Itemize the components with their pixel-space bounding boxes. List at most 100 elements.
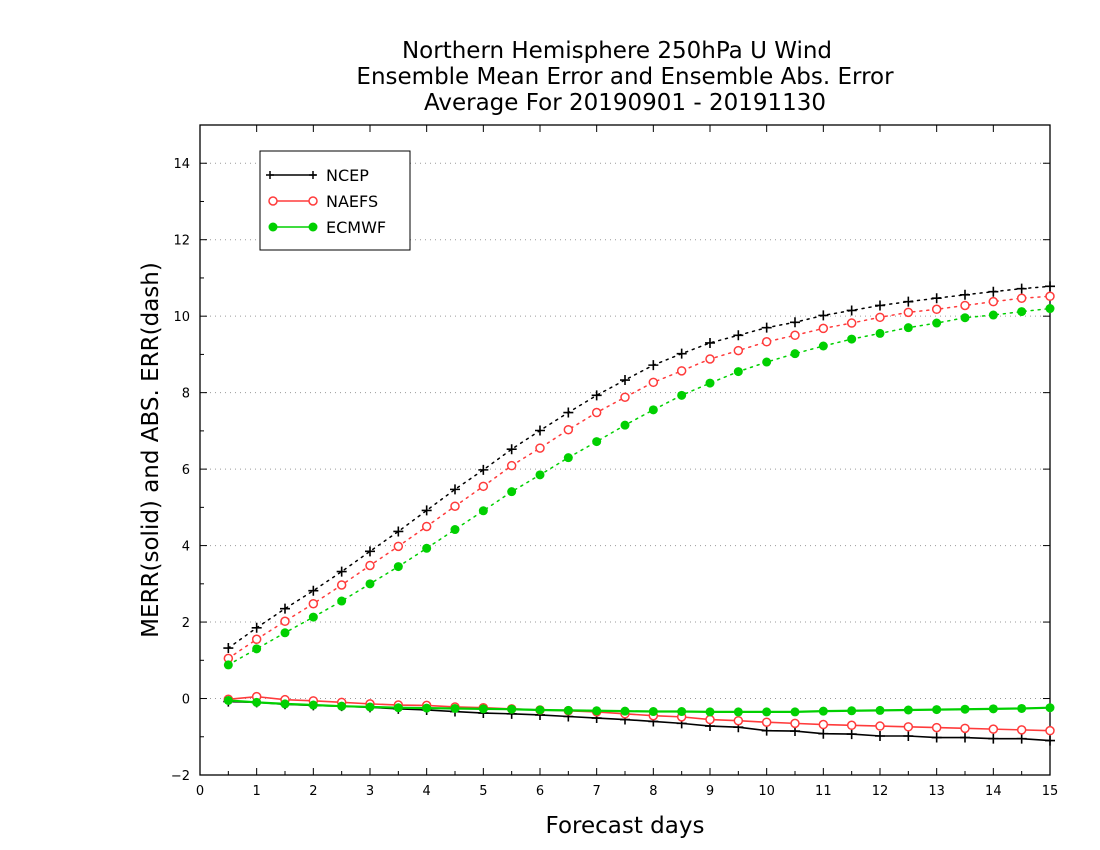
- data-point: [733, 707, 743, 717]
- x-tick-label: 3: [366, 784, 374, 799]
- y-tick-label: 2: [182, 616, 190, 631]
- data-point: [393, 703, 403, 713]
- open-circle-marker-icon: [268, 196, 278, 206]
- series-ecmwf: [223, 304, 1055, 717]
- data-point: [903, 705, 913, 715]
- data-point: [648, 405, 658, 415]
- data-point: [478, 464, 489, 475]
- data-point: [280, 628, 290, 638]
- data-point: [960, 313, 970, 323]
- data-point: [308, 598, 319, 609]
- y-axis-label: MERR(solid) and ABS. ERR(dash): [138, 262, 164, 638]
- x-tick-label: 12: [872, 784, 889, 799]
- data-point: [563, 453, 573, 463]
- data-point: [1045, 281, 1055, 292]
- data-point: [591, 390, 602, 401]
- grid-layer: [200, 162, 1050, 776]
- data-point: [1045, 703, 1055, 713]
- data-point: [761, 725, 772, 736]
- data-point: [1045, 735, 1055, 746]
- data-point: [1045, 304, 1055, 314]
- data-point: [988, 704, 998, 714]
- data-point: [733, 715, 744, 726]
- data-point: [1016, 725, 1027, 735]
- x-tick-label: 5: [479, 784, 487, 799]
- data-point: [790, 718, 800, 729]
- data-point: [535, 425, 545, 436]
- data-point: [1017, 703, 1027, 713]
- x-tick-label: 4: [423, 784, 431, 799]
- data-point: [251, 622, 262, 633]
- y-tick-label: 10: [173, 310, 190, 325]
- y-tick-label: 12: [173, 234, 190, 249]
- data-point: [676, 366, 687, 376]
- data-point: [1045, 725, 1055, 736]
- data-point: [223, 695, 233, 705]
- mean-error-line: [228, 699, 1051, 714]
- data-point: [875, 705, 885, 715]
- data-point: [365, 579, 375, 589]
- data-point: [988, 733, 999, 744]
- data-point: [932, 705, 942, 715]
- legend: NCEP NAEFS ECMWF: [259, 150, 411, 251]
- legend-item-naefs: NAEFS: [268, 192, 378, 211]
- data-point: [846, 720, 857, 731]
- y-tick-label: 14: [173, 157, 190, 172]
- data-point: [478, 506, 488, 516]
- data-point: [252, 697, 262, 707]
- data-point: [308, 700, 318, 710]
- y-tick-label: 0: [182, 693, 190, 708]
- data-point: [450, 501, 460, 511]
- data-point: [677, 390, 687, 400]
- x-tick-label: 15: [1042, 784, 1059, 799]
- abs-error-line: [227, 307, 1051, 666]
- data-point: [733, 345, 744, 356]
- data-point: [790, 330, 800, 341]
- data-point: [932, 318, 942, 328]
- data-point: [535, 705, 545, 715]
- data-point: [252, 644, 262, 654]
- data-point: [450, 703, 460, 713]
- x-tick-label: 11: [815, 784, 832, 799]
- legend-label-ecmwf: ECMWF: [326, 218, 386, 237]
- x-tick-label: 8: [649, 784, 657, 799]
- data-point: [761, 717, 772, 727]
- data-point: [620, 706, 630, 716]
- data-point: [421, 521, 432, 532]
- data-point: [931, 293, 942, 304]
- data-point: [676, 348, 687, 359]
- data-point: [592, 706, 602, 716]
- data-point: [648, 377, 659, 388]
- data-point: [422, 543, 432, 553]
- filled-circle-marker-icon: [268, 222, 278, 232]
- filled-circle-marker-icon: [308, 222, 318, 232]
- data-point: [818, 323, 829, 334]
- data-point: [591, 407, 602, 418]
- abs-error-line: [227, 285, 1051, 649]
- data-point: [988, 310, 998, 320]
- data-point: [847, 334, 857, 344]
- data-point: [648, 707, 658, 717]
- data-point: [1016, 293, 1027, 303]
- data-point: [507, 704, 517, 714]
- data-point: [960, 704, 970, 714]
- abs-error-line: [227, 295, 1051, 660]
- data-point: [365, 546, 375, 557]
- data-point: [280, 603, 290, 614]
- data-point: [762, 357, 772, 367]
- chart-subtitle-1: Ensemble Mean Error and Ensemble Abs. Er…: [356, 64, 894, 90]
- series-naefs: [223, 291, 1055, 736]
- data-point: [1017, 307, 1027, 317]
- data-point: [620, 420, 630, 430]
- x-tick-label: 14: [985, 784, 1002, 799]
- data-point: [365, 560, 375, 571]
- series-ncep: [223, 281, 1055, 746]
- data-point: [478, 481, 489, 492]
- data-point: [875, 731, 885, 741]
- data-point: [762, 707, 772, 717]
- data-point: [337, 596, 347, 606]
- data-point: [1016, 283, 1027, 294]
- x-tick-label: 13: [928, 784, 945, 799]
- data-point: [705, 378, 715, 388]
